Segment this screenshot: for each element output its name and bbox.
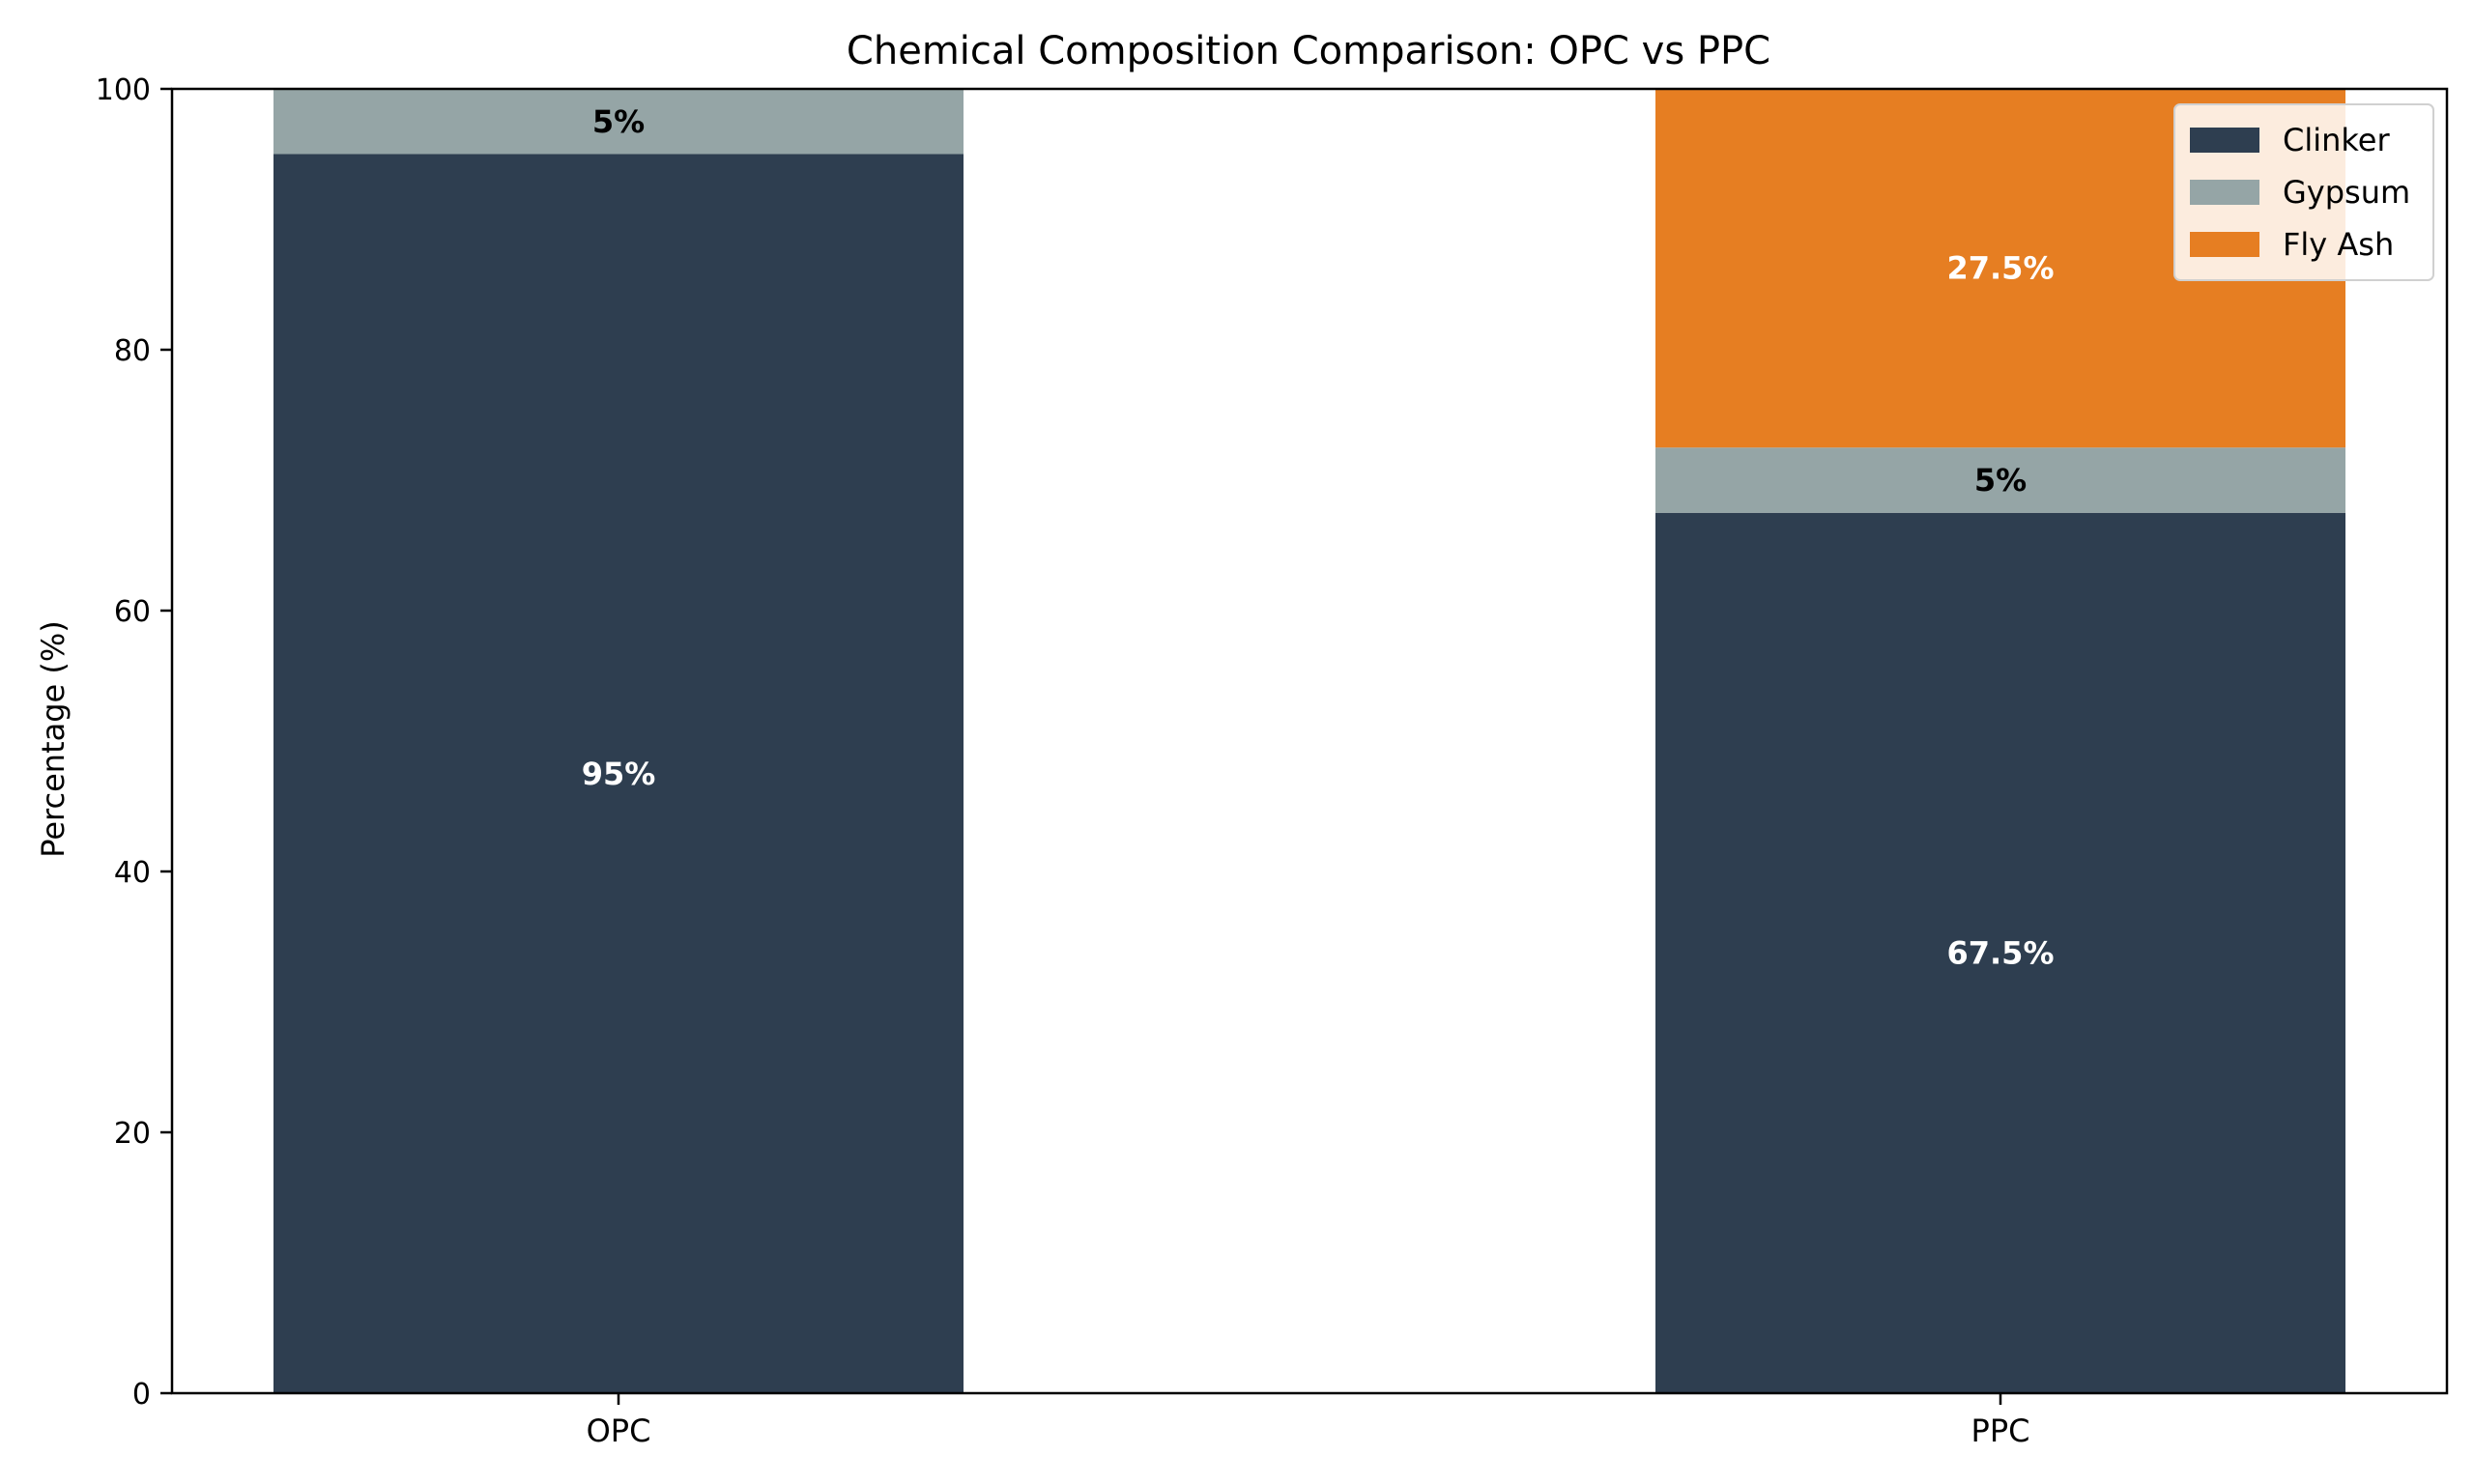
bar-gypsum-ppc — [1655, 447, 2345, 513]
bar-gypsum-opc — [273, 89, 964, 155]
y-tick-label: 80 — [114, 334, 151, 368]
bar-clinker-ppc — [1655, 512, 2345, 1393]
plot-area: 95% 67.5% 5% 5% 27.5% 0 20 40 60 80 100 OPC PPC — [96, 73, 2449, 1449]
y-tick-label: 0 — [132, 1378, 151, 1412]
axes-frame — [170, 87, 2449, 1395]
legend-swatch — [2190, 128, 2259, 153]
x-tick-label: OPC — [587, 1413, 651, 1449]
y-axis-label: Percentage (%) — [35, 620, 72, 858]
data-label: 5% — [1974, 462, 2027, 499]
y-tick-label: 100 — [96, 73, 151, 107]
y-tick-label: 40 — [114, 856, 151, 890]
y-tick-label: 60 — [114, 595, 151, 629]
data-label: 67.5% — [1946, 934, 2054, 971]
legend-swatch — [2190, 180, 2259, 205]
legend-label: Clinker — [2283, 122, 2390, 158]
legend-swatch — [2190, 232, 2259, 257]
x-tick-label: PPC — [1971, 1413, 2030, 1449]
data-label: 5% — [592, 103, 645, 140]
legend-label: Gypsum — [2283, 174, 2410, 211]
data-label: 95% — [582, 756, 656, 792]
y-tick-label: 20 — [114, 1117, 151, 1151]
legend: Clinker Gypsum Fly Ash — [2173, 103, 2434, 281]
chart-title: Chemical Composition Comparison: OPC vs … — [847, 29, 1770, 73]
bar-clinker-opc — [273, 154, 964, 1393]
legend-label: Fly Ash — [2283, 226, 2394, 263]
data-label: 27.5% — [1946, 250, 2054, 287]
